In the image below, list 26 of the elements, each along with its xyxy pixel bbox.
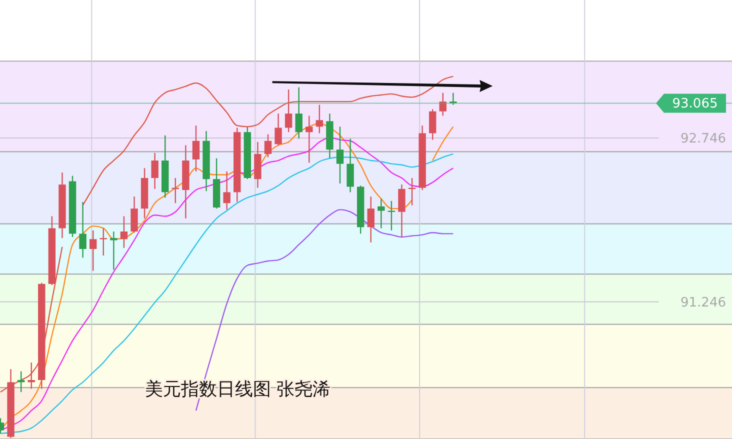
candlestick [398,184,406,238]
candlestick [120,216,128,248]
candlestick [367,196,374,244]
candlestick [378,198,385,229]
candlestick [192,124,200,172]
candlestick [346,138,354,193]
candlestick [79,201,86,258]
candlestick [89,230,97,272]
ref-line-label: 93.065 [672,96,718,112]
y-tick-label: 91.246 [680,295,726,310]
candlestick [306,115,313,164]
y-tick-label: 92.746 [680,132,726,147]
candlestick [151,152,158,190]
candlestick [439,92,446,116]
candlestick [274,112,282,146]
candlestick [130,196,138,234]
candlestick [316,104,324,134]
candlestick [110,230,118,270]
candlestick [284,88,292,133]
candlestick [295,86,302,140]
candlestick [429,108,436,140]
candlestick [336,126,344,184]
candlestick [223,170,230,210]
candlestick [264,134,272,158]
candlestick [450,92,457,106]
candlestick [100,228,107,256]
